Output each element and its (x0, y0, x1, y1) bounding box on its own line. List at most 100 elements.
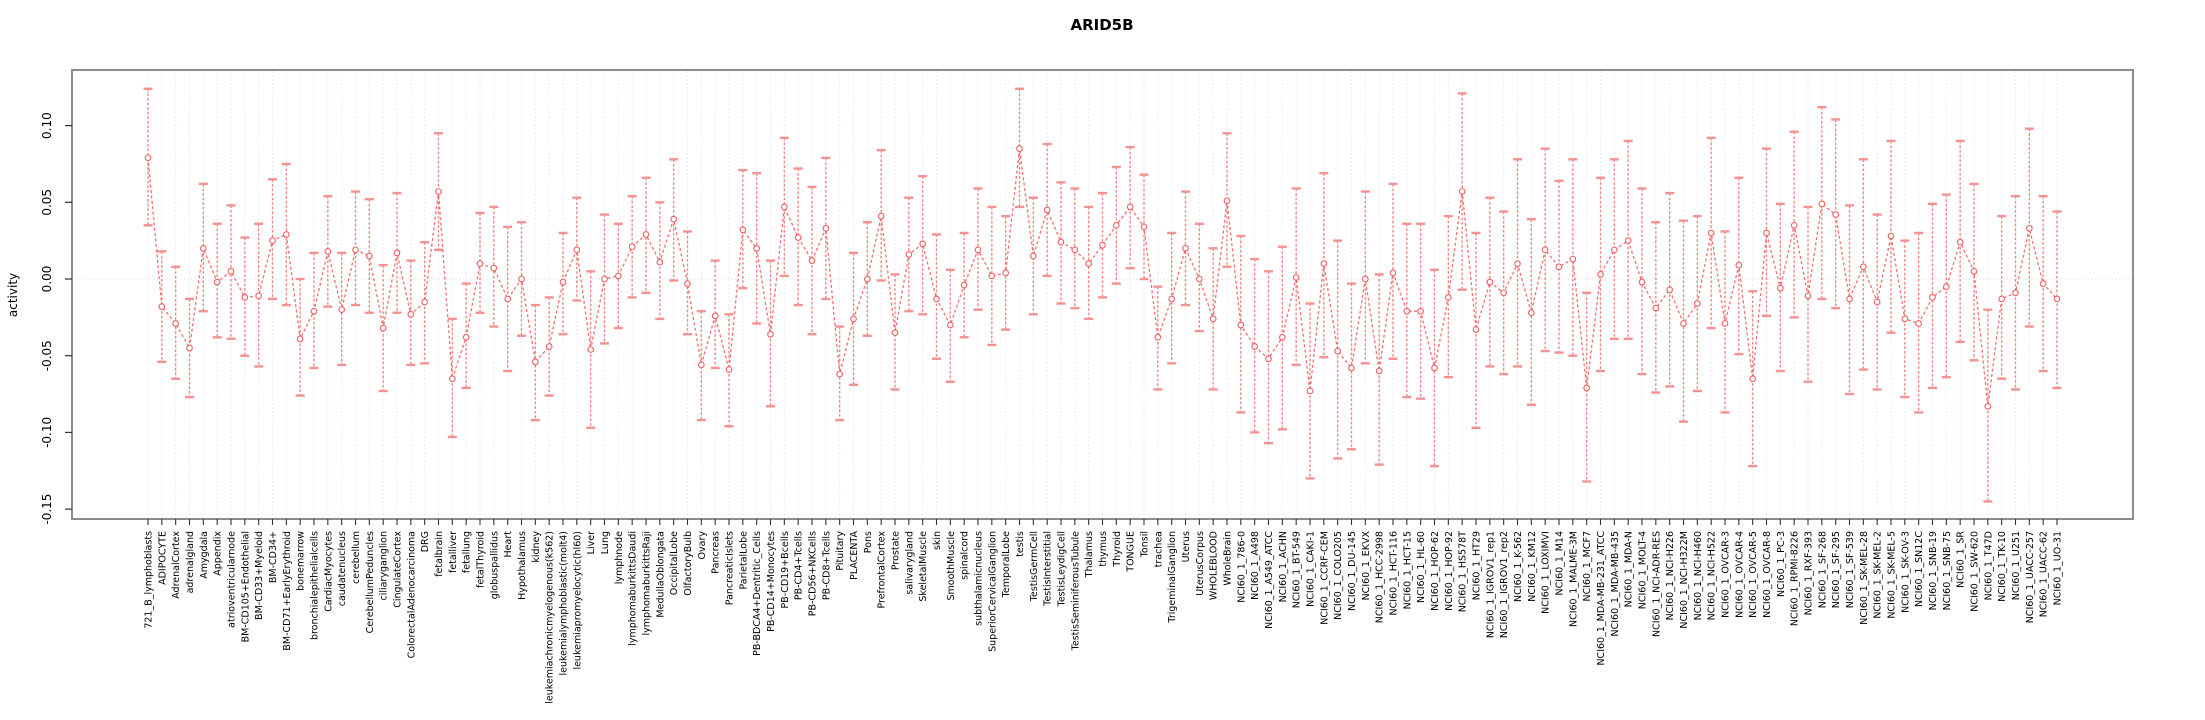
data-point-marker (1901, 315, 1909, 323)
x-tick-label: NCI60_1_SK-MEL-28 (1859, 531, 1870, 625)
error-bar (475, 211, 485, 314)
x-tick-label: skin (932, 531, 943, 550)
data-point-marker (933, 295, 940, 303)
x-tick-label: NCI60_1_LOXIMVI (1541, 531, 1552, 614)
data-point-marker (1624, 237, 1632, 244)
error-bar (1277, 245, 1287, 431)
x-tick-label: NCI60_1_A498 (1250, 531, 1261, 600)
data-point-marker (531, 358, 539, 366)
data-point-marker (628, 243, 636, 251)
data-point-marker (1942, 283, 1950, 291)
data-point-marker (905, 251, 913, 258)
data-point-marker (1140, 223, 1148, 231)
error-bar (185, 297, 194, 399)
error-bar (793, 167, 803, 307)
x-tick-label: ADIPOCYTE (157, 531, 168, 585)
data-point-marker (684, 280, 691, 287)
x-tick-label: NCI60_1_PC-3 (1776, 531, 1787, 597)
x-tick-label: kidney (531, 531, 542, 563)
data-point-marker (988, 272, 996, 280)
x-tick-label: CerebellumPeduncles (365, 531, 376, 633)
data-point-marker (1417, 307, 1425, 315)
x-tick-label: NCI60_1_UO-31 (2053, 531, 2064, 605)
x-tick-label: CingulateCortex (393, 531, 404, 608)
data-point-marker (919, 240, 927, 248)
x-tick-label: TestisInterstitial (1043, 531, 1054, 607)
data-point-marker (296, 335, 304, 343)
x-tick-label: fetalliver (448, 531, 459, 573)
data-point-marker (850, 315, 857, 323)
error-bar (434, 132, 443, 252)
error-bar (447, 317, 457, 439)
x-tick-label: bonemarrow (296, 531, 307, 591)
x-tick-label: Pancreas (711, 531, 722, 574)
x-tick-label: NCI60_1_SK-OV-3 (1900, 531, 1911, 613)
data-point-marker (836, 370, 844, 378)
data-point-marker (2053, 295, 2061, 303)
data-point-marker (407, 310, 415, 318)
x-tick-label: ColorectalAdenocarcinoma (406, 531, 417, 658)
x-tick-label: testis (1015, 531, 1026, 557)
x-tick-label: leukemiachronicmyelogenous(k562) (545, 531, 556, 704)
data-point-marker (1804, 292, 1812, 300)
data-point-marker (1375, 367, 1383, 375)
x-tick-label: salivarygland (904, 531, 915, 595)
data-point-marker (448, 375, 456, 383)
data-point-marker (241, 294, 249, 301)
x-tick-label: WHOLEBLOOD (1209, 531, 1220, 600)
data-point-marker (1320, 260, 1328, 268)
data-point-marker (670, 215, 678, 223)
data-point-marker (1984, 402, 1992, 410)
x-tick-label: NCI60_1_HS578T (1458, 531, 1469, 612)
data-point-marker (711, 312, 719, 320)
x-tick-label: NCI60_1_SNB-19 (1928, 531, 1939, 610)
data-point-marker (1265, 355, 1272, 363)
x-tick-label: NCI60_1_MOLT-4 (1638, 531, 1649, 609)
x-tick-label: PB-CD19+Bcells (780, 531, 791, 609)
data-point-marker (1832, 211, 1840, 218)
x-tick-label: PB-CD14+Monocytes (766, 531, 777, 632)
x-tick-label: Amygdala (199, 531, 210, 579)
x-tick-label: TONGUE (1126, 531, 1137, 573)
data-point-marker (1818, 200, 1826, 208)
x-tick-label: NCI60_1_COLO205 (1333, 531, 1344, 620)
data-point-marker (476, 260, 484, 268)
x-tick-label: Ovary (697, 531, 708, 560)
x-tick-label: NCI60_1_CCRF-CEM (1319, 531, 1330, 625)
data-point-marker (227, 267, 235, 275)
data-point-marker (974, 246, 982, 254)
x-tick-label: atrioventricularnode (227, 531, 238, 628)
data-point-marker (587, 346, 595, 353)
data-point-marker (379, 324, 387, 332)
data-point-marker (1597, 271, 1604, 278)
data-point-marker (614, 272, 622, 280)
x-tick-label: Liver (586, 531, 597, 554)
x-tick-label: NCI60_1_ACHN (1278, 531, 1289, 602)
x-tick-label: leukemiapromyelocytic(hl60) (572, 531, 583, 670)
x-tick-label: NCI60_1_SK-MEL-2 (1873, 531, 1884, 619)
data-point-marker (1472, 326, 1480, 333)
x-tick-label: ParietalLobe (738, 531, 749, 590)
error-bar (1360, 190, 1370, 365)
data-point-marker (1334, 347, 1342, 355)
error-bar (1997, 214, 2007, 380)
error-bar (1028, 196, 1038, 316)
data-point-marker (794, 234, 802, 241)
x-tick-label: trachea (1153, 531, 1164, 567)
error-bar (1858, 158, 1868, 371)
x-tick-label: BM-CD71+EarlyErythroid (282, 531, 293, 651)
data-point-marker (1389, 269, 1397, 277)
y-tick-label: -0.05 (40, 340, 54, 371)
data-point-marker (1168, 295, 1176, 303)
data-point-marker (1721, 320, 1729, 327)
x-tick-label: NCI60_1_U251 (2011, 531, 2022, 600)
x-tick-label: Heart (503, 531, 514, 558)
x-tick-label: NCI60_1_NCI-ADR-RES (1651, 531, 1662, 637)
x-tick-label: NCI60_1_RPMI-8226 (1790, 531, 1801, 626)
x-tick-label: DRG (420, 531, 431, 552)
data-point-marker (186, 344, 193, 352)
data-point-marker (601, 275, 608, 283)
error-bar (1706, 136, 1716, 330)
data-point-marker (1846, 295, 1853, 303)
x-tick-label: NCI60_1_NCI-H460 (1693, 531, 1704, 620)
